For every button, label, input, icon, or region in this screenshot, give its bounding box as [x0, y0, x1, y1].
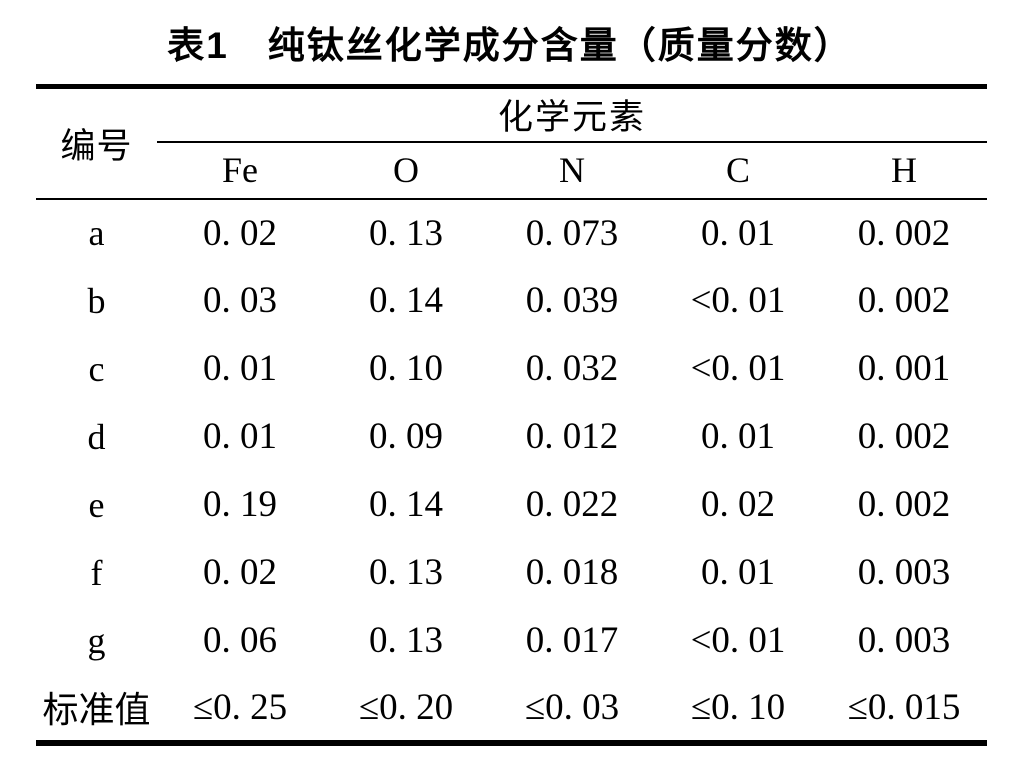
cell: 0. 10	[369, 348, 443, 389]
table-row: c 0. 01 0. 10 0. 032 <0. 01 0. 001	[36, 335, 987, 403]
cell: 0. 039	[525, 280, 619, 321]
cell: 0. 01	[701, 212, 775, 254]
cell: 0. 01	[203, 348, 277, 389]
table-body: a 0. 02 0. 13 0. 073 0. 01 0. 002 b 0. 0…	[36, 199, 987, 743]
element-header-o: O	[323, 141, 489, 200]
cell: 0. 02	[203, 552, 277, 593]
row-label: c	[88, 348, 105, 389]
cell: 0. 001	[857, 348, 951, 389]
cell: 0. 01	[701, 416, 775, 457]
cell: 0. 14	[369, 280, 443, 321]
cell: 0. 003	[857, 620, 951, 661]
row-label: e	[88, 484, 105, 525]
row-label: a	[88, 213, 105, 253]
cell: ≤0. 10	[690, 686, 786, 728]
cell: 0. 002	[857, 484, 951, 525]
cell: 0. 01	[203, 416, 277, 457]
cell: 0. 01	[701, 552, 775, 593]
table-row: e 0. 19 0. 14 0. 022 0. 02 0. 002	[36, 471, 987, 539]
row-label: d	[87, 416, 106, 457]
cell: 0. 002	[857, 280, 951, 321]
cell: 0. 017	[525, 620, 619, 661]
composition-table: 编号 化学元素 Fe O N C H a 0. 02 0. 13 0. 073 …	[36, 84, 988, 746]
cell: 0. 022	[525, 484, 619, 525]
row-label: f	[90, 552, 103, 593]
row-label: b	[87, 280, 106, 321]
cell: 0. 073	[525, 212, 619, 254]
cell: 0. 02	[203, 212, 277, 254]
table-header: 编号 化学元素 Fe O N C H	[36, 86, 988, 200]
cell: ≤0. 25	[192, 686, 288, 728]
table-title: 表1 纯钛丝化学成分含量（质量分数）	[167, 25, 853, 66]
cell: ≤0. 03	[524, 686, 620, 728]
table-row: a 0. 02 0. 13 0. 073 0. 01 0. 002	[36, 199, 987, 267]
cell: 0. 13	[369, 552, 443, 593]
cell: <0. 01	[690, 620, 786, 661]
row-label: g	[87, 620, 106, 661]
table-row: g 0. 06 0. 13 0. 017 <0. 01 0. 003	[36, 607, 987, 675]
cell: 0. 002	[857, 416, 951, 457]
cell: 0. 02	[701, 484, 775, 525]
element-header-n: N	[489, 141, 655, 200]
cell: 0. 002	[857, 212, 951, 254]
cell: 0. 032	[525, 348, 619, 389]
cell: ≤0. 20	[358, 686, 454, 728]
group-header-cell: 化学元素	[157, 86, 988, 143]
cell: 0. 012	[525, 416, 619, 457]
cell: 0. 09	[369, 416, 443, 457]
cell: 0. 003	[857, 552, 951, 593]
element-header-fe: Fe	[157, 141, 323, 200]
corner-header-cell: 编号	[36, 86, 157, 200]
cell: 0. 13	[369, 620, 443, 661]
cell: 0. 13	[369, 212, 443, 254]
table-row: d 0. 01 0. 09 0. 012 0. 01 0. 002	[36, 403, 987, 471]
cell: ≤0. 015	[847, 686, 961, 728]
header-row-group: 编号 化学元素	[36, 86, 988, 200]
row-label: 标准值	[42, 690, 151, 730]
table-row: f 0. 02 0. 13 0. 018 0. 01 0. 003	[36, 539, 987, 607]
table-row: b 0. 03 0. 14 0. 039 <0. 01 0. 002	[36, 267, 987, 335]
cell: 0. 06	[203, 620, 277, 661]
element-header-c: C	[655, 141, 821, 200]
cell: 0. 018	[525, 552, 619, 593]
cell: <0. 01	[690, 280, 786, 321]
element-header-h: H	[821, 141, 988, 200]
cell: <0. 01	[690, 348, 786, 389]
table-row-standard-value: 标准值 ≤0. 25 ≤0. 20 ≤0. 03 ≤0. 10 ≤0. 015	[36, 675, 987, 743]
cell: 0. 03	[203, 280, 277, 321]
cell: 0. 19	[203, 484, 277, 525]
header-row-elements: Fe O N C H	[36, 141, 988, 200]
cell: 0. 14	[369, 484, 443, 525]
